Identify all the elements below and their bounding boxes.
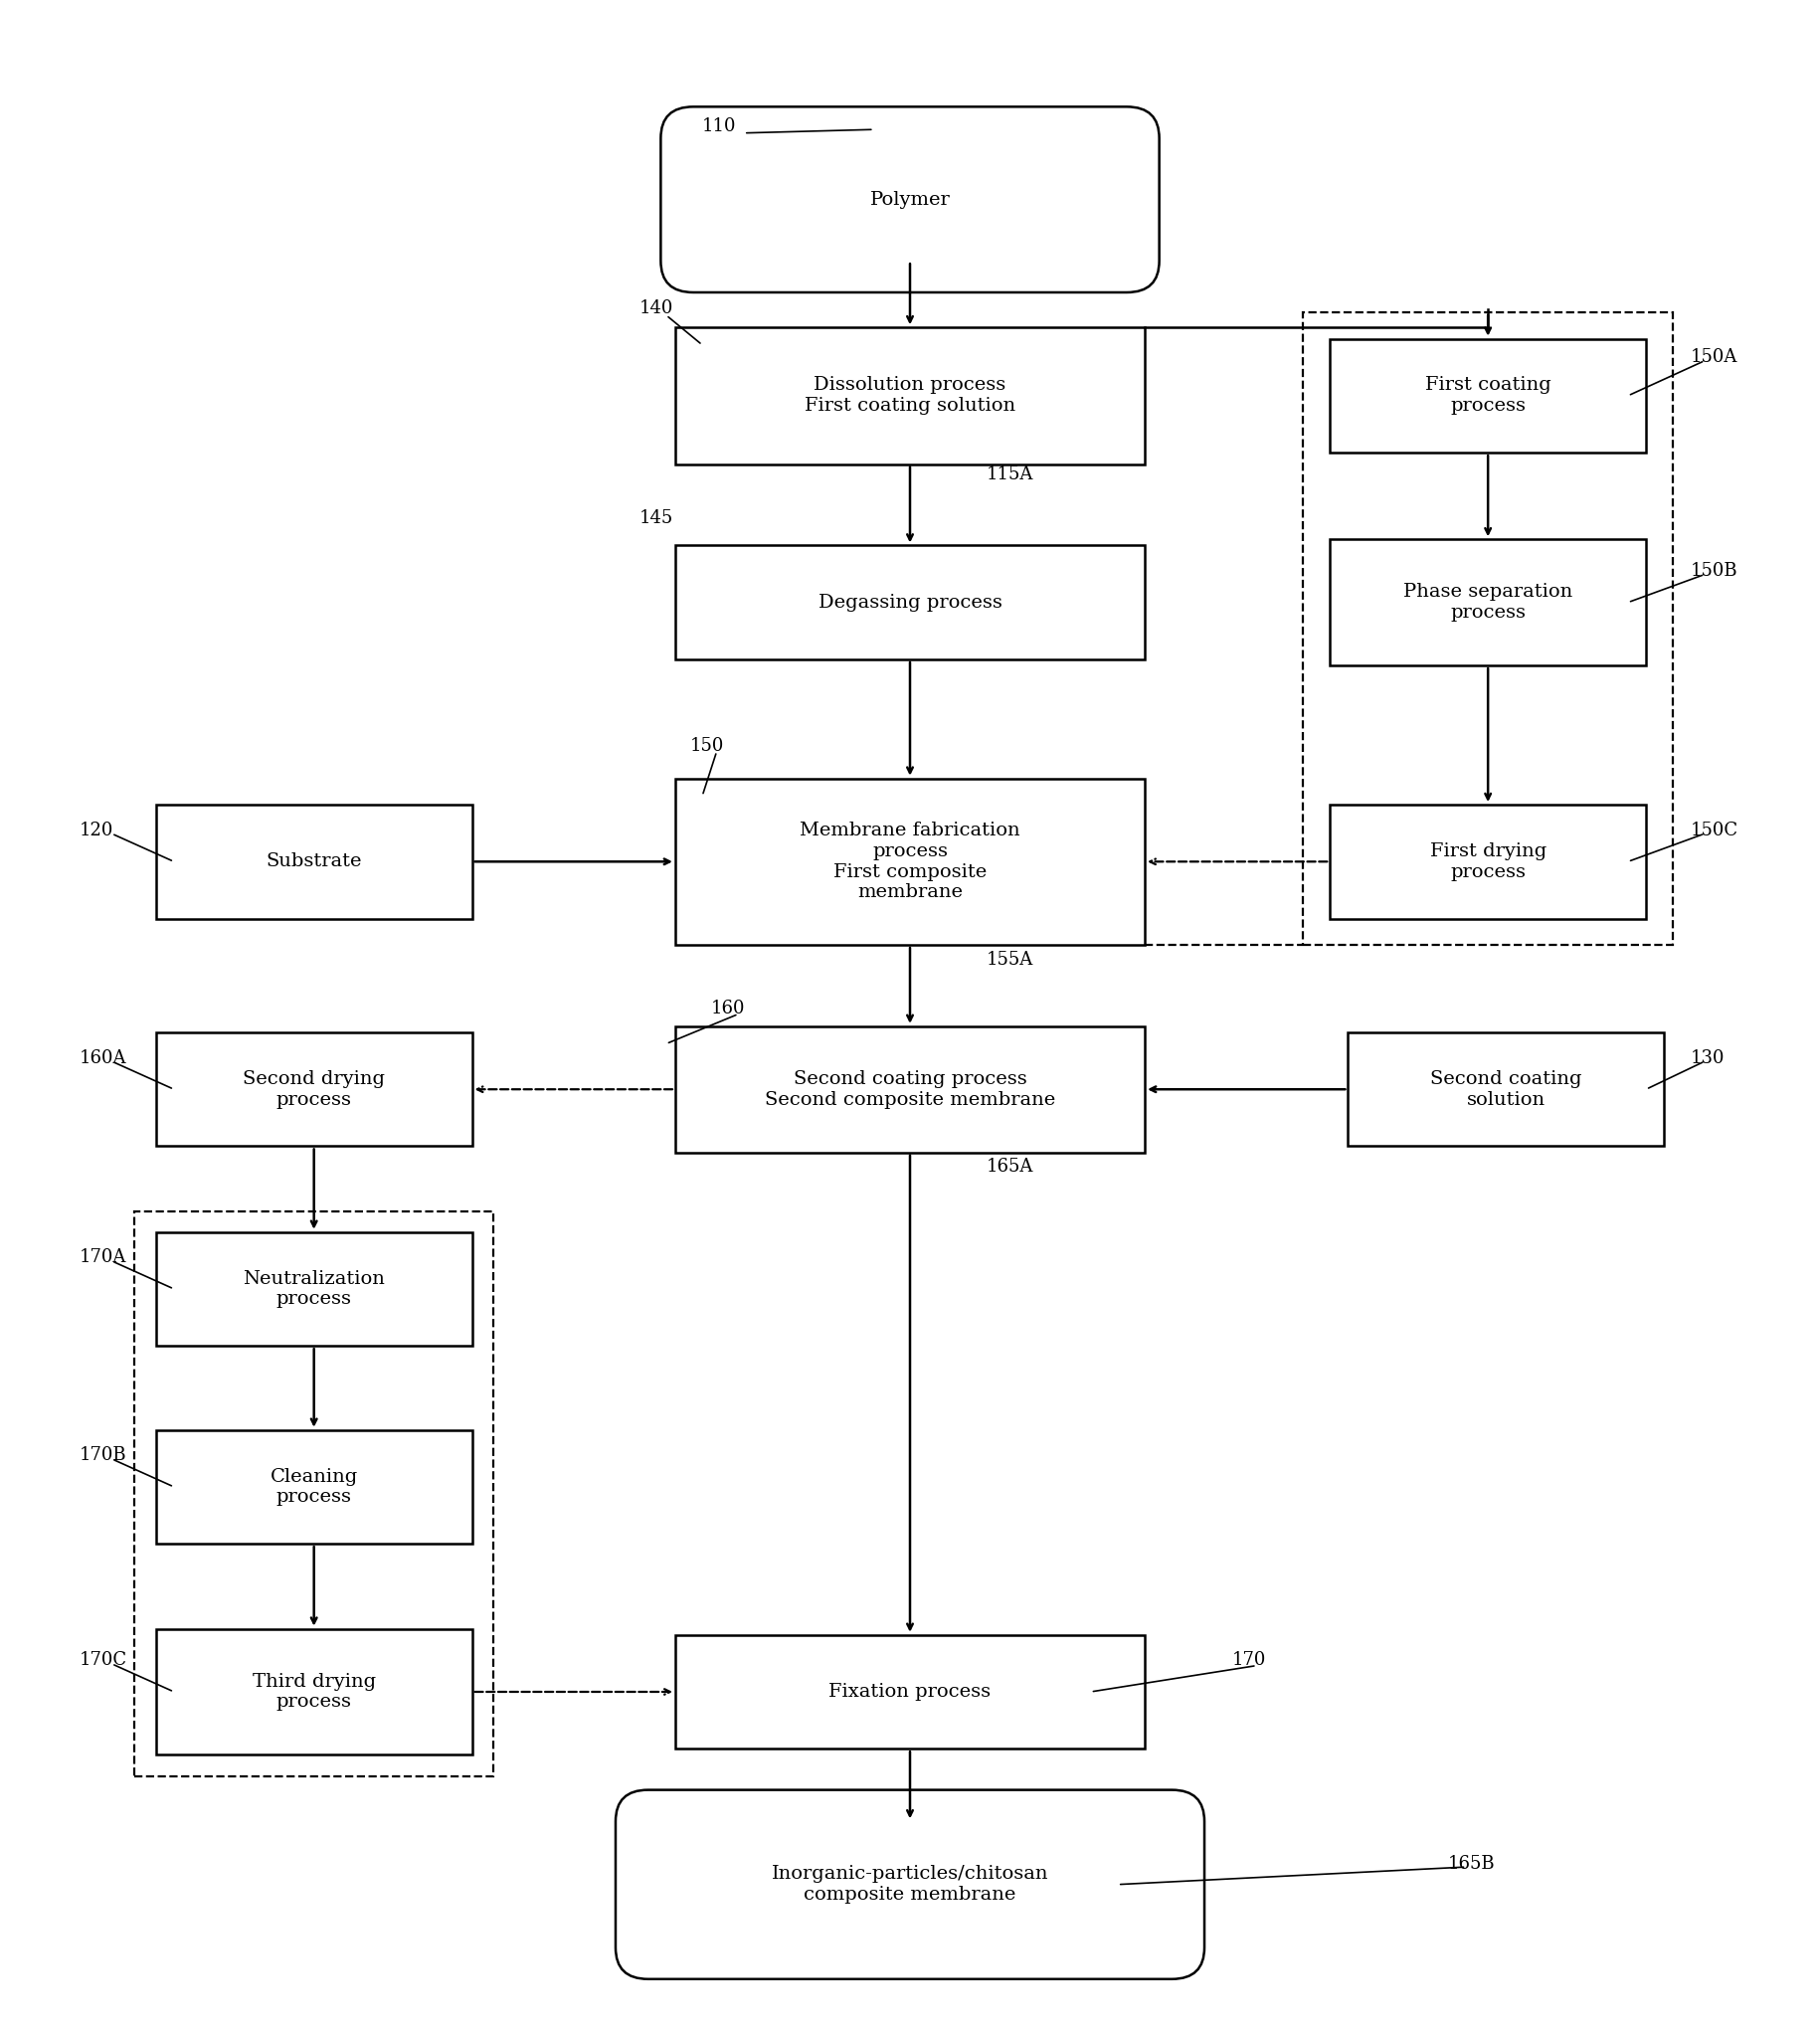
Text: 130: 130 (1691, 1048, 1725, 1067)
Text: Neutralization
process: Neutralization process (242, 1270, 386, 1308)
Text: 170A: 170A (78, 1249, 126, 1265)
Text: Membrane fabrication
process
First composite
membrane: Membrane fabrication process First compo… (799, 821, 1021, 902)
Bar (675, 546, 1145, 659)
Text: First coating
process: First coating process (1425, 377, 1551, 416)
Text: 150A: 150A (1691, 349, 1738, 367)
Bar (157, 1032, 471, 1146)
Text: 150B: 150B (1691, 562, 1738, 580)
Text: First drying
process: First drying process (1431, 842, 1547, 880)
Text: 160: 160 (712, 1000, 746, 1018)
Text: 165B: 165B (1449, 1854, 1496, 1872)
Bar (675, 327, 1145, 464)
Text: 170B: 170B (78, 1446, 127, 1464)
Text: Second drying
process: Second drying process (242, 1071, 386, 1109)
Text: Third drying
process: Third drying process (253, 1673, 375, 1712)
Text: Fixation process: Fixation process (828, 1683, 992, 1701)
Text: 150: 150 (690, 736, 724, 754)
Text: Phase separation
process: Phase separation process (1403, 584, 1572, 623)
Bar (135, 1211, 493, 1777)
Text: 120: 120 (78, 821, 113, 840)
Text: Cleaning
process: Cleaning process (269, 1468, 359, 1507)
Text: Dissolution process
First coating solution: Dissolution process First coating soluti… (804, 377, 1016, 416)
Text: Degassing process: Degassing process (817, 594, 1003, 610)
Bar (157, 1430, 471, 1543)
Text: Second coating
solution: Second coating solution (1431, 1071, 1582, 1109)
Text: 110: 110 (703, 118, 737, 136)
Bar (675, 1026, 1145, 1152)
Bar (157, 1233, 471, 1347)
Text: Substrate: Substrate (266, 852, 362, 870)
Bar (1330, 539, 1645, 665)
FancyBboxPatch shape (615, 1791, 1205, 1979)
Text: 170C: 170C (78, 1651, 127, 1669)
Text: 165A: 165A (986, 1158, 1034, 1176)
Bar (1330, 339, 1645, 452)
Text: Second coating process
Second composite membrane: Second coating process Second composite … (764, 1071, 1056, 1109)
Text: 145: 145 (639, 509, 673, 527)
Text: Inorganic-particles/chitosan
composite membrane: Inorganic-particles/chitosan composite m… (772, 1866, 1048, 1904)
Text: 160A: 160A (78, 1048, 126, 1067)
Text: 115A: 115A (986, 466, 1034, 483)
Text: 140: 140 (639, 300, 673, 316)
Bar (1349, 1032, 1663, 1146)
Text: Polymer: Polymer (870, 191, 950, 209)
Text: 170: 170 (1232, 1651, 1265, 1669)
Bar (675, 1635, 1145, 1748)
Text: 155A: 155A (986, 951, 1034, 969)
Bar (157, 1628, 471, 1754)
Bar (1303, 312, 1673, 945)
Bar (1330, 805, 1645, 919)
Bar (675, 779, 1145, 945)
FancyBboxPatch shape (661, 107, 1159, 292)
Text: 150C: 150C (1691, 821, 1738, 840)
Bar (157, 805, 471, 919)
